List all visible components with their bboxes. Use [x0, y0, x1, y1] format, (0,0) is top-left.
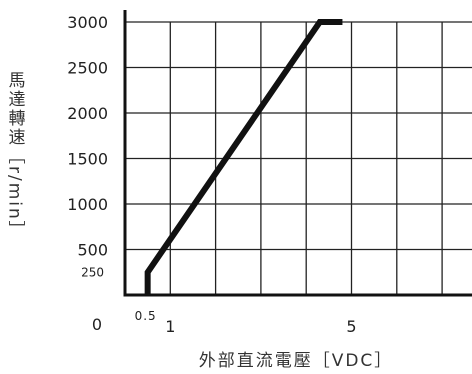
data-series — [144, 19, 343, 295]
y-tick-label: 2000 — [67, 104, 108, 123]
y-tick-label: 2500 — [67, 59, 108, 78]
y-axis-label: 馬達轉速［r/min］ — [4, 70, 25, 240]
speed-curve-line — [144, 19, 343, 295]
y-tick-label: 3000 — [67, 13, 108, 32]
x-axis-label: 外部直流電壓［VDC］ — [198, 351, 394, 371]
x-tick-label: 5 — [346, 317, 356, 336]
x-tick-label: 1 — [165, 317, 175, 336]
axes — [123, 10, 472, 297]
tick-labels: 250 500 1000 1500 2000 2500 3000 0 0.5 1 5 — [67, 13, 356, 336]
origin-label: 0 — [92, 315, 102, 334]
grid-lines — [125, 21, 472, 295]
y-tick-label: 1500 — [67, 150, 108, 169]
y-axis-label-wrap: 馬達轉速［r/min］ — [2, 40, 28, 270]
y-tick-label: 250 — [81, 265, 104, 279]
x-tick-label: 0.5 — [135, 309, 157, 323]
y-tick-label: 1000 — [67, 195, 108, 214]
y-tick-label: 500 — [77, 241, 108, 260]
